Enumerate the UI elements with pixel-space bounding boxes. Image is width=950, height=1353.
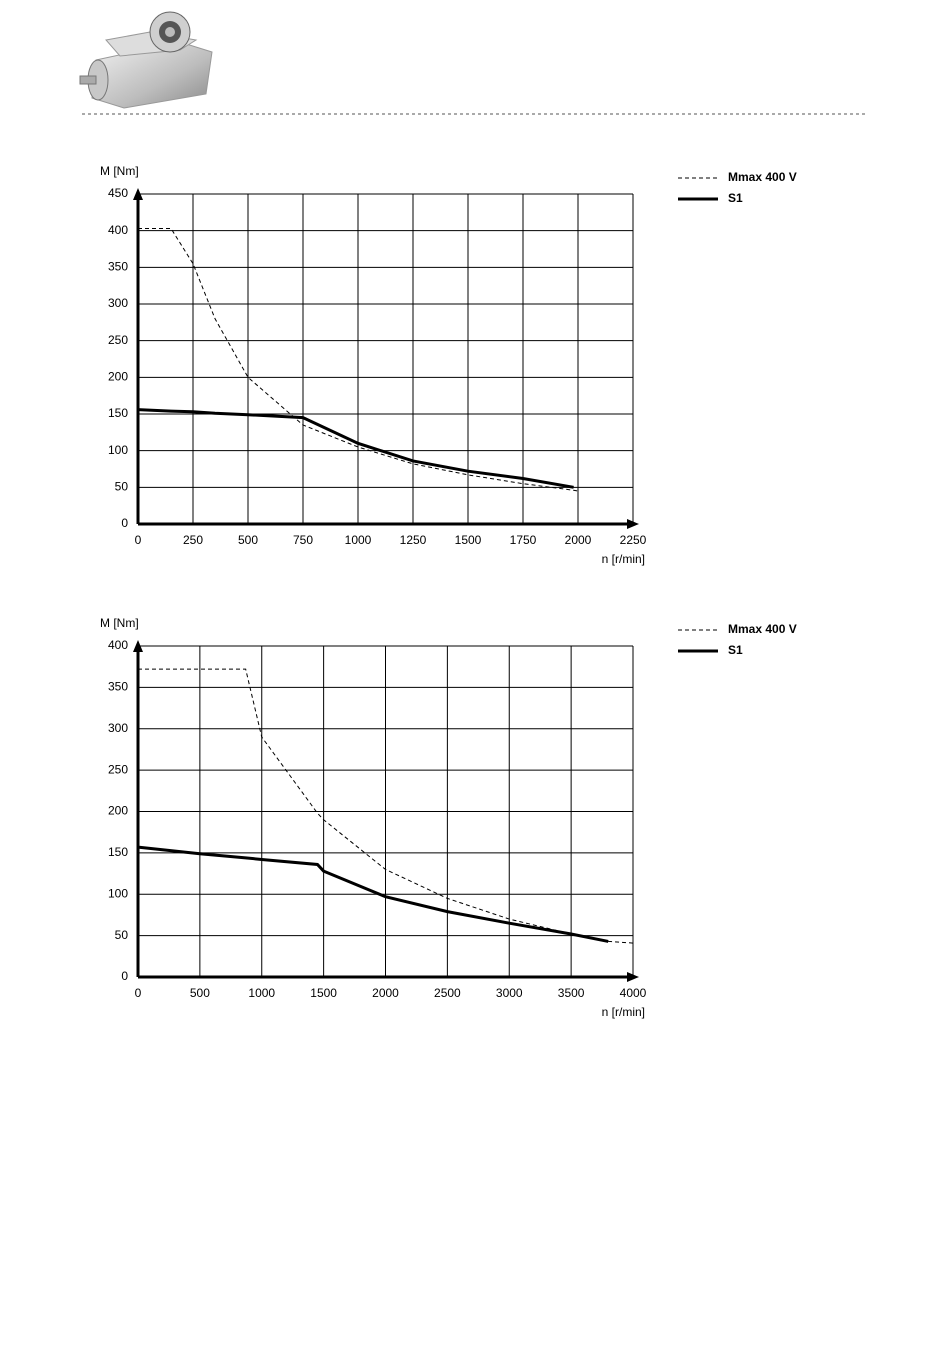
y-tick-label: 50 [115, 480, 129, 494]
x-tick-label: 1500 [455, 533, 482, 547]
y-tick-label: 0 [121, 516, 128, 530]
x-tick-label: 0 [135, 986, 142, 1000]
x-tick-label: 0 [135, 533, 142, 547]
x-tick-label: 2250 [620, 533, 647, 547]
product-image [79, 11, 213, 109]
y-axis-label: M [Nm] [100, 164, 139, 178]
x-axis-label: n [r/min] [602, 552, 645, 566]
x-tick-label: 4000 [620, 986, 647, 1000]
x-tick-label: 3000 [496, 986, 523, 1000]
series-line [137, 408, 574, 489]
x-tick-label: 3500 [558, 986, 585, 1000]
y-tick-label: 250 [108, 762, 128, 776]
x-axis-arrow [627, 972, 639, 982]
y-axis-arrow [133, 640, 143, 652]
y-tick-label: 450 [108, 186, 128, 200]
x-axis-arrow [627, 519, 639, 529]
x-tick-label: 1250 [400, 533, 427, 547]
x-tick-label: 2000 [565, 533, 592, 547]
y-tick-label: 350 [108, 680, 128, 694]
y-tick-label: 300 [108, 721, 128, 735]
legend-label: Mmax 400 V [728, 622, 797, 636]
y-tick-label: 200 [108, 804, 128, 818]
x-tick-label: 500 [238, 533, 258, 547]
x-tick-label: 2000 [372, 986, 399, 1000]
x-tick-label: 1000 [345, 533, 372, 547]
y-tick-label: 100 [108, 886, 128, 900]
y-tick-label: 150 [108, 406, 128, 420]
legend-label: S1 [728, 643, 743, 657]
y-tick-label: 150 [108, 845, 128, 859]
x-tick-label: 1000 [248, 986, 275, 1000]
y-axis-arrow [133, 188, 143, 200]
x-tick-label: 2500 [434, 986, 461, 1000]
legend-label: S1 [728, 191, 743, 205]
series-line [137, 845, 609, 943]
x-tick-label: 1500 [310, 986, 337, 1000]
x-tick-label: 750 [293, 533, 313, 547]
y-tick-label: 250 [108, 333, 128, 347]
x-axis-label: n [r/min] [602, 1005, 645, 1019]
chart: 0 50 100 150 200 250 300 350 400 450 0 250 500 750 100… [100, 164, 797, 566]
y-tick-label: 350 [108, 260, 128, 274]
y-tick-label: 100 [108, 443, 128, 457]
y-tick-label: 300 [108, 296, 128, 310]
series-line [138, 227, 579, 492]
y-tick-label: 50 [115, 928, 129, 942]
y-tick-label: 400 [108, 638, 128, 652]
y-tick-label: 400 [108, 223, 128, 237]
x-tick-label: 1750 [510, 533, 537, 547]
y-axis-label: M [Nm] [100, 616, 139, 630]
x-tick-label: 250 [183, 533, 203, 547]
y-tick-label: 200 [108, 370, 128, 384]
x-tick-label: 500 [190, 986, 210, 1000]
legend-label: Mmax 400 V [728, 170, 797, 184]
y-tick-label: 0 [121, 969, 128, 983]
